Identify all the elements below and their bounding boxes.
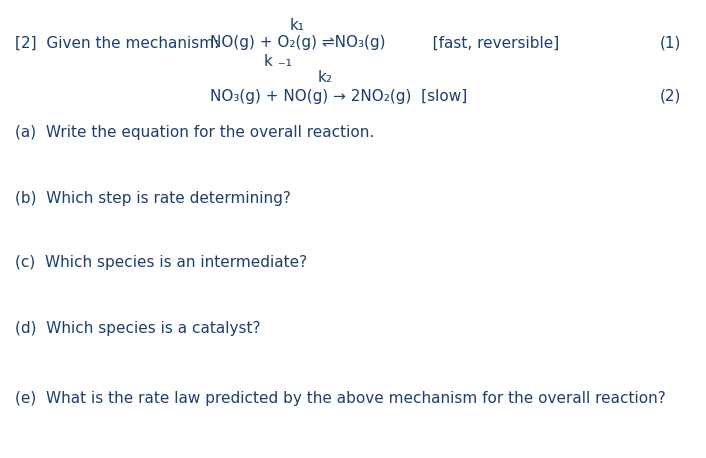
Text: k₁: k₁ <box>290 17 305 33</box>
Text: [fast, reversible]: [fast, reversible] <box>418 36 559 50</box>
Text: NO₃(g) + NO(g) → 2NO₂(g)  [slow]: NO₃(g) + NO(g) → 2NO₂(g) [slow] <box>210 88 467 104</box>
Text: NO(g) + O₂(g) ⇌NO₃(g): NO(g) + O₂(g) ⇌NO₃(g) <box>210 36 385 50</box>
Text: (b)  Which step is rate determining?: (b) Which step is rate determining? <box>15 191 291 206</box>
Text: (2): (2) <box>660 88 681 104</box>
Text: (e)  What is the rate law predicted by the above mechanism for the overall react: (e) What is the rate law predicted by th… <box>15 391 666 405</box>
Text: (d)  Which species is a catalyst?: (d) Which species is a catalyst? <box>15 321 261 336</box>
Text: (1): (1) <box>660 36 681 50</box>
Text: k ₋₁: k ₋₁ <box>264 54 292 69</box>
Text: (a)  Write the equation for the overall reaction.: (a) Write the equation for the overall r… <box>15 125 374 141</box>
Text: k₂: k₂ <box>318 71 333 86</box>
Text: [2]  Given the mechanism:: [2] Given the mechanism: <box>15 36 220 50</box>
Text: (c)  Which species is an intermediate?: (c) Which species is an intermediate? <box>15 256 307 271</box>
